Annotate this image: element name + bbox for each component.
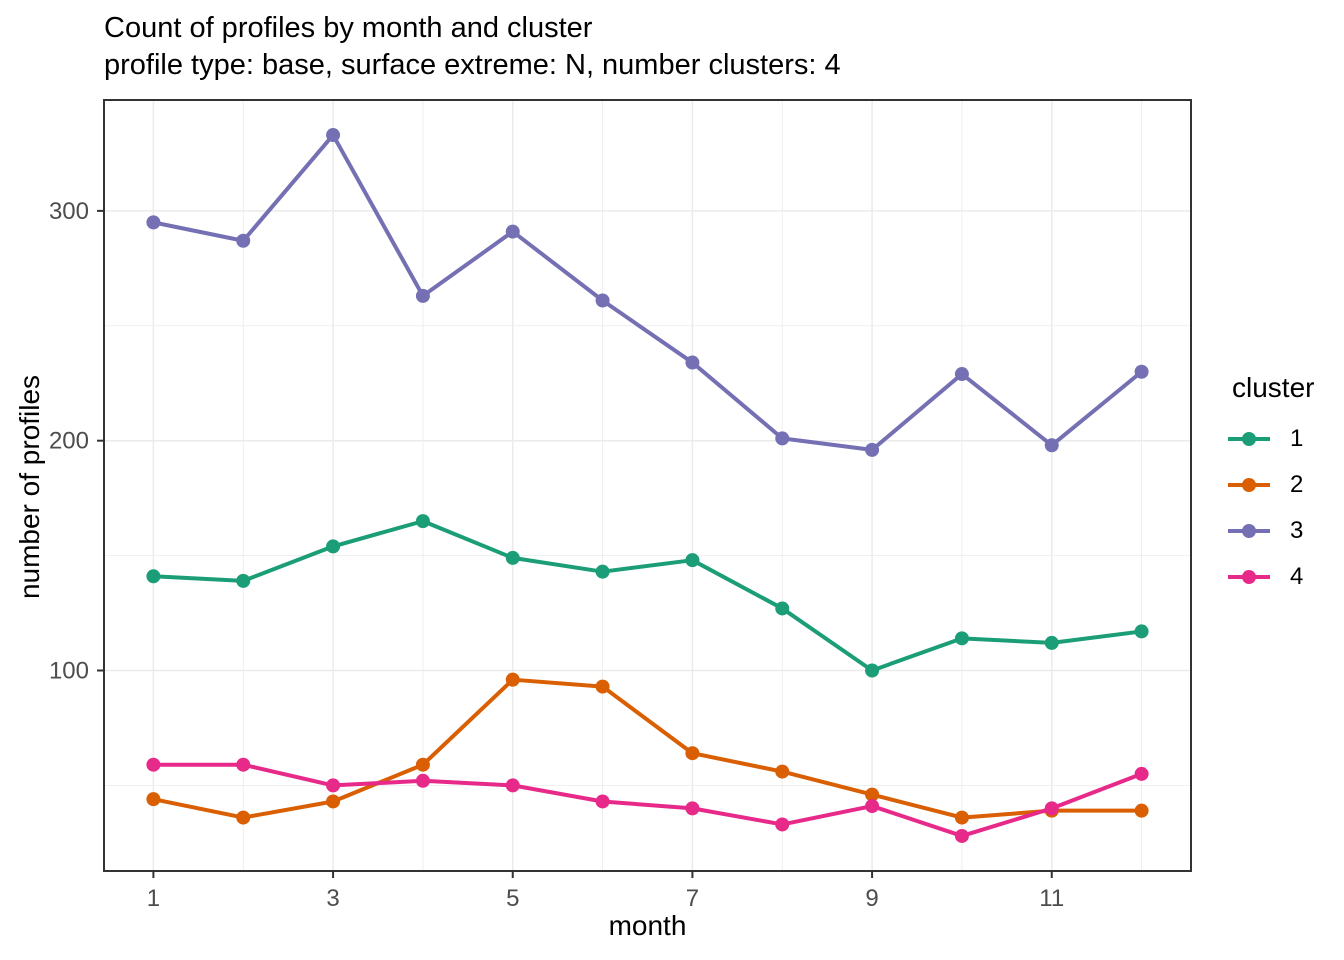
data-point [236,573,251,588]
data-point [505,778,520,793]
data-point [865,442,880,457]
series-line [151,519,1144,673]
series-cluster-1 [146,514,1149,678]
legend: cluster 1 2 3 4 [1226,372,1314,600]
legend-title: cluster [1232,372,1315,403]
data-point [326,128,341,143]
legend-key-icon [1228,478,1270,492]
data-point [595,293,610,308]
chart-title: Count of profiles by month and cluster [104,12,593,44]
legend-item-label: 1 [1290,425,1304,452]
data-point [685,553,700,568]
data-point [1044,635,1059,650]
legend-key-icon [1228,524,1270,538]
data-point [1134,766,1149,781]
data-point [236,233,251,248]
data-point [236,810,251,825]
data-point [865,799,880,814]
data-point [505,672,520,687]
data-point [1044,801,1059,816]
data-point [415,288,430,303]
data-point [685,746,700,761]
data-point [865,663,880,678]
data-point [415,757,430,772]
data-point [146,569,161,584]
y-axis-tick-label: 100 [49,657,89,684]
data-point [415,773,430,788]
data-point [146,215,161,230]
x-axis-tick-label: 9 [865,885,878,912]
x-axis-title: month [608,910,687,941]
data-point [595,564,610,579]
data-point [954,631,969,646]
y-axis-tick-label: 300 [49,198,89,225]
data-point [685,801,700,816]
data-point [954,828,969,843]
data-point [415,514,430,529]
series-line [151,762,1144,838]
data-point [1134,803,1149,818]
series-line [151,133,1144,452]
data-point [1134,364,1149,379]
x-axis-tick-label: 3 [326,885,339,912]
data-point [505,224,520,239]
series-cluster-3 [146,128,1149,457]
legend-items: 1 2 3 4 [1226,416,1314,600]
data-point [326,794,341,809]
data-point [954,367,969,382]
x-axis-tick-label: 5 [506,885,519,912]
data-point [1134,624,1149,639]
y-axis-tick-label: 200 [49,428,89,455]
legend-item-label: 4 [1290,563,1304,590]
legend-item-cluster-2: 2 [1226,462,1314,508]
x-axis-tick-label: 11 [1039,885,1064,912]
panel-background [104,100,1191,871]
data-point [326,778,341,793]
chart-subtitle: profile type: base, surface extreme: N, … [104,49,841,81]
data-point [1044,438,1059,453]
legend-item-cluster-3: 3 [1226,508,1314,554]
legend-item-label: 3 [1290,517,1304,544]
series-cluster-2 [146,672,1149,825]
legend-item-cluster-1: 1 [1226,416,1314,462]
data-point [146,792,161,807]
series-cluster-4 [146,757,1149,843]
panel-border [103,99,1192,872]
data-point [775,764,790,779]
x-axis-tick-label: 1 [147,885,160,912]
series-line [151,677,1144,820]
legend-key-icon [1228,570,1270,584]
data-point [954,810,969,825]
data-point [146,757,161,772]
data-point [775,431,790,446]
data-point [326,539,341,554]
data-point [685,355,700,370]
data-point [595,679,610,694]
data-point [775,817,790,832]
data-point [595,794,610,809]
legend-item-cluster-4: 4 [1226,554,1314,600]
data-point [775,601,790,616]
legend-item-label: 2 [1290,471,1304,498]
data-point [505,550,520,565]
data-point [865,787,880,802]
data-point [236,757,251,772]
x-axis-tick-label: 7 [686,885,699,912]
legend-key-icon [1228,432,1270,446]
